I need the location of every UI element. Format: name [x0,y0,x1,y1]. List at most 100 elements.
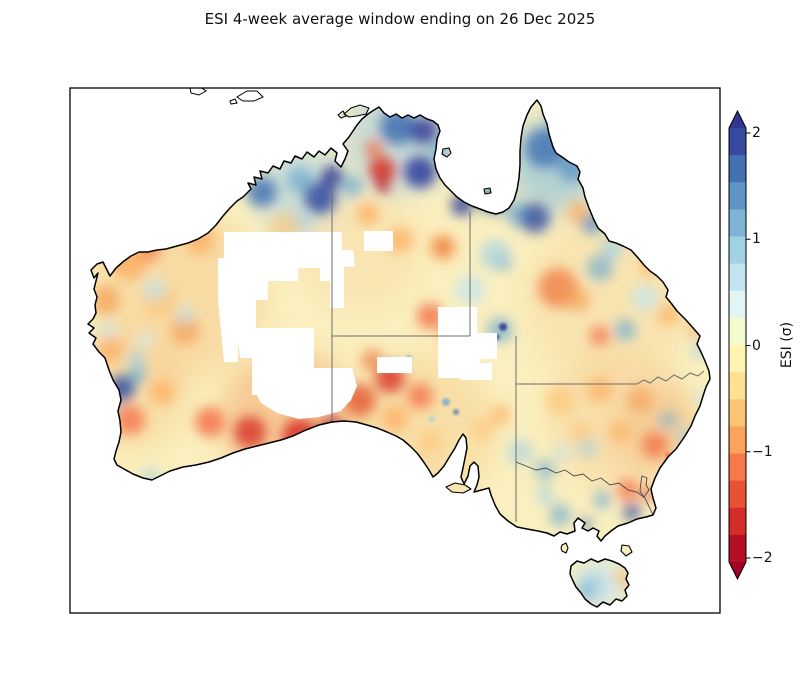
esi-region-blob [700,440,704,444]
esi-region-blob [341,175,363,197]
esi-region-blob [667,468,685,486]
colorbar-tick-label: 1 [752,231,761,248]
esi-region-blob [683,455,697,469]
colorbar-segment [729,209,746,237]
esi-region-blob [525,128,565,168]
esi-region-blob [442,398,450,406]
land-fill-flinders-island [621,545,632,556]
esi-region-blob [99,321,117,339]
esi-region-blob [567,201,589,223]
colorbar-tick-label: 2 [752,125,761,141]
foreign-island-outline [189,88,207,96]
colorbar-under-arrow [729,562,746,579]
esi-region-blob [693,391,707,405]
esi-region-blob [587,255,613,281]
act-border [639,475,650,498]
foreign-island-outline [229,98,238,105]
esi-region-blob [112,244,148,280]
colorbar-segment [729,345,746,373]
state-border-murray-river [515,461,654,516]
colorbar-segment [729,399,746,427]
esi-region-blob [498,257,512,271]
colorbar-segment [729,263,746,292]
esi-region-blob [247,177,277,207]
no-data-mask [364,231,393,251]
colorbar-segment [729,128,746,156]
esi-region-blob [646,240,670,264]
axes-frame [69,87,721,614]
foreign-island-outline [236,90,264,102]
esi-region-blob [623,503,641,521]
chart-title: ESI 4-week average window ending on 26 D… [204,10,596,28]
state-border [516,370,705,385]
esi-region-blob [499,323,507,331]
esi-region-blob [404,156,436,188]
colorbar-tick-label: −1 [752,443,773,460]
esi-region-blob [601,237,623,259]
esi-region-blob [453,409,459,415]
esi-region-blob [407,383,433,409]
esi-region-blob [234,416,266,448]
esi-region-blob [410,117,438,145]
esi-region-blob [419,431,441,453]
esi-region-blob [471,419,493,441]
coastline-mornington-island [483,187,492,195]
esi-region-blob [387,227,413,253]
colorbar-segment [729,453,746,482]
esi-region-blob [365,140,383,158]
esi-region-blob [657,304,679,326]
esi-region-blob [677,427,695,445]
no-data-mask [299,387,332,404]
no-data-mask [460,363,492,380]
colorbar-segment [729,507,746,536]
esi-region-blob [590,326,610,346]
coastline-king-island [560,542,569,554]
esi-region-blob [587,377,613,403]
esi-region-blob [304,182,336,214]
esi-region-blob [357,203,379,225]
esi-region-blob [558,154,586,182]
esi-region-blob [287,167,313,193]
colorbar-bar [728,109,751,581]
esi-region-blob [195,407,225,437]
coastline-bathurst-island [337,110,347,119]
esi-region-blob [382,405,408,431]
no-data-mask [438,307,497,378]
colorbar-segment [729,534,746,563]
colorbar-segment [729,236,746,265]
esi-region-blob [627,387,653,413]
coastline-kangaroo-island [445,482,472,494]
no-data-mask [320,250,355,308]
esi-region-blob [88,381,105,399]
colorbar-segment [729,182,746,210]
land-fill-king-island [561,543,568,553]
coastline-melville-island [343,104,370,118]
esi-region-blob [549,504,571,526]
colorbar-segment [729,480,746,509]
esi-region-blob [90,285,120,315]
esi-region-blob [380,109,416,145]
esi-region-blob [429,416,435,422]
esi-region-blob [175,305,195,325]
no-data-mask [224,232,342,281]
esi-region-blob [642,432,668,458]
no-data-mask [377,357,412,373]
esi-region-blob [549,105,575,131]
colorbar-axis-label: ESI (σ) [779,321,795,369]
esi-region-blob [678,280,698,300]
coastline-mainland [87,99,711,542]
esi-region-blob [569,421,591,443]
esi-region-blob [614,319,636,341]
esi-region-blob [566,288,590,312]
colorbar-over-arrow [729,111,746,128]
esi-region-blob [376,179,390,193]
esi-region-blob [143,278,167,302]
esi-region-blob [609,217,631,239]
esi-region-blob [534,459,556,481]
esi-region-blob [149,379,175,405]
esi-region-blob [578,438,598,458]
esi-region-blob [520,203,550,233]
coastline-flinders-island [620,544,633,557]
